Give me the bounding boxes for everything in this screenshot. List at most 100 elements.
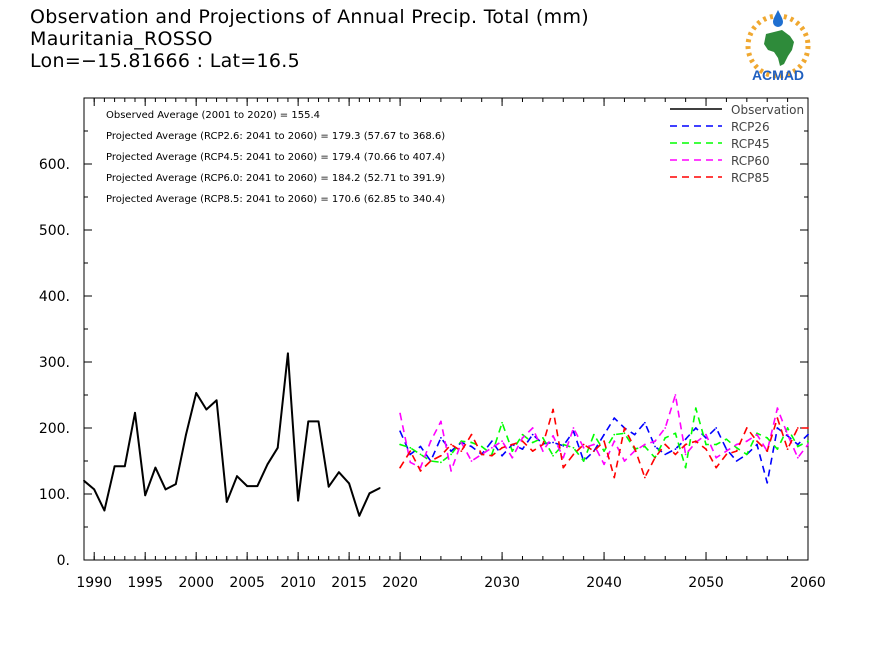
data-point: [154, 466, 157, 469]
data-point: [705, 448, 707, 451]
data-point: [164, 488, 167, 491]
x-tick-label: 2015: [331, 575, 367, 591]
data-point: [796, 427, 799, 429]
data-point: [807, 433, 809, 436]
data-point: [521, 437, 524, 439]
data-point: [113, 465, 116, 468]
series-line: [83, 352, 381, 517]
data-point: [603, 450, 605, 452]
data-point: [776, 417, 779, 419]
data-point: [654, 445, 656, 448]
data-point: [786, 427, 789, 429]
data-point: [613, 433, 616, 436]
data-point: [399, 443, 402, 446]
data-point: [501, 421, 503, 424]
data-point: [562, 466, 565, 469]
data-point: [440, 437, 442, 439]
data-point: [674, 432, 677, 435]
data-point: [654, 456, 656, 459]
data-point: [623, 427, 626, 429]
data-point: [572, 446, 575, 449]
chart-title-block: Observation and Projections of Annual Pr…: [30, 6, 589, 72]
data-point: [440, 461, 442, 464]
y-tick-label: 300.: [39, 355, 70, 371]
data-point: [796, 445, 799, 448]
data-point: [592, 433, 595, 436]
data-point: [256, 485, 259, 487]
data-point: [409, 446, 412, 449]
data-point: [613, 440, 616, 443]
x-tick-label: 2020: [382, 575, 418, 591]
data-point: [541, 443, 544, 446]
data-point: [603, 433, 605, 436]
data-point: [786, 433, 789, 436]
data-point: [562, 443, 565, 446]
data-point: [490, 454, 493, 457]
data-point: [613, 476, 616, 479]
data-point: [531, 450, 534, 452]
data-point: [776, 427, 779, 429]
africa-map-icon: [764, 30, 794, 66]
data-point: [195, 392, 198, 394]
data-point: [511, 443, 514, 446]
data-point: [572, 427, 575, 429]
data-point: [470, 460, 473, 462]
data-point: [674, 448, 677, 451]
data-point: [756, 440, 758, 443]
data-point: [674, 453, 677, 456]
data-point: [766, 450, 769, 452]
data-point: [470, 445, 473, 448]
data-point: [562, 456, 565, 459]
data-point: [470, 441, 473, 444]
data-point: [399, 430, 402, 433]
data-point: [440, 420, 442, 423]
data-point: [490, 446, 493, 449]
data-point: [317, 420, 320, 423]
data-point: [409, 453, 412, 456]
data-point: [694, 440, 697, 443]
data-point: [480, 453, 483, 456]
data-point: [501, 446, 503, 449]
data-point: [776, 407, 779, 410]
data-point: [552, 454, 554, 457]
data-point: [715, 456, 718, 459]
data-point: [786, 448, 789, 451]
data-point: [664, 453, 667, 456]
data-point: [552, 408, 554, 411]
data-point: [409, 461, 412, 464]
data-point: [450, 453, 452, 456]
data-point: [582, 443, 585, 446]
stats-annotation: Projected Average (RCP2.6: 2041 to 2060)…: [106, 131, 445, 142]
y-tick-label: 600.: [39, 157, 70, 173]
data-point: [205, 408, 208, 411]
legend-label: RCP85: [731, 171, 770, 185]
data-point: [358, 514, 361, 517]
data-point: [531, 433, 534, 436]
data-point: [470, 433, 473, 436]
legend-label: RCP45: [731, 137, 770, 151]
data-point: [460, 450, 463, 452]
data-point: [480, 445, 483, 448]
data-point: [807, 427, 809, 429]
data-point: [735, 450, 738, 452]
stats-annotation: Projected Average (RCP6.0: 2041 to 2060)…: [106, 173, 445, 184]
data-point: [786, 435, 789, 437]
data-point: [582, 446, 585, 449]
data-point: [735, 460, 738, 462]
data-point: [725, 453, 728, 456]
x-tick-label: 2050: [688, 575, 724, 591]
data-point: [796, 456, 799, 459]
data-point: [603, 440, 605, 443]
data-point: [440, 454, 442, 457]
data-point: [338, 471, 340, 474]
data-point: [541, 437, 544, 439]
data-point: [654, 440, 656, 443]
y-tick-label: 400.: [39, 289, 70, 305]
data-point: [664, 427, 667, 429]
data-point: [766, 437, 769, 439]
water-drop-icon: [773, 10, 783, 27]
data-point: [246, 485, 249, 487]
x-tick-label: 2060: [790, 575, 826, 591]
data-point: [715, 466, 718, 469]
data-point: [123, 465, 126, 468]
